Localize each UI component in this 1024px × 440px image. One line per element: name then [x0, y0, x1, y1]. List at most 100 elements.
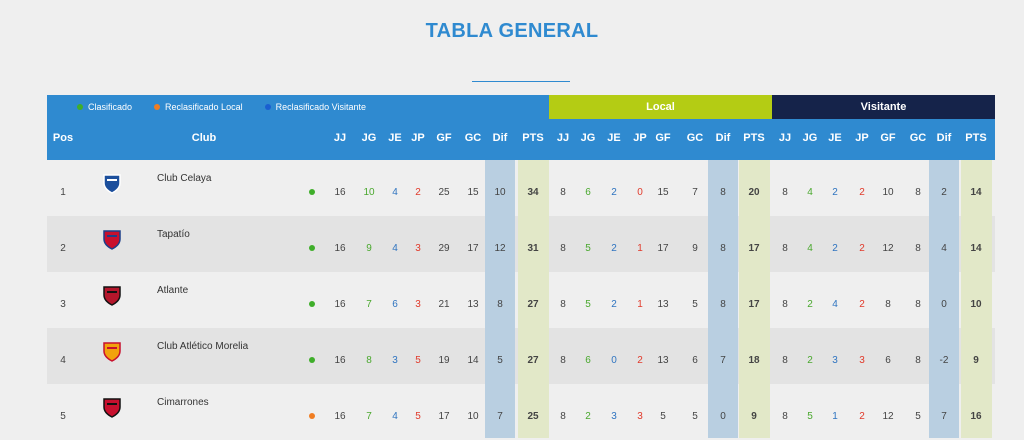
- cell-local-jp: 2: [637, 355, 643, 366]
- cell-local-jj: 8: [560, 411, 566, 422]
- cell-local-gf: 17: [657, 243, 669, 254]
- cell-total-jg: 10: [363, 187, 375, 198]
- club-name[interactable]: Atlante: [157, 285, 189, 296]
- header-jp: JP: [855, 132, 869, 144]
- cell-total-pts: 25: [527, 411, 539, 422]
- dif-column-shade: [929, 160, 959, 438]
- cell-total-jp: 5: [415, 411, 421, 422]
- cell-local-jp: 0: [637, 187, 643, 198]
- cell-total-je: 4: [392, 243, 398, 254]
- cell-local-dif: 8: [720, 187, 726, 198]
- cell-visit-gf: 10: [882, 187, 894, 198]
- cell-local-dif: 8: [720, 243, 726, 254]
- header-gf: GF: [880, 132, 896, 144]
- cell-local-jj: 8: [560, 187, 566, 198]
- cell-total-jg: 9: [366, 243, 372, 254]
- cell-visit-je: 4: [832, 299, 838, 310]
- cell-visit-je: 3: [832, 355, 838, 366]
- cell-visit-jj: 8: [782, 355, 788, 366]
- status-dot-icon: [309, 357, 315, 363]
- cell-local-je: 0: [611, 355, 617, 366]
- cell-total-dif: 7: [497, 411, 503, 422]
- status-dot-icon: [77, 104, 83, 110]
- cell-local-gf: 13: [657, 355, 669, 366]
- header-club: Club: [191, 132, 217, 144]
- header-gc: GC: [909, 132, 927, 144]
- club-name[interactable]: Tapatío: [157, 229, 190, 240]
- cell-total-dif: 5: [497, 355, 503, 366]
- cell-total-je: 6: [392, 299, 398, 310]
- cell-local-jp: 1: [637, 299, 643, 310]
- cell-total-jp: 2: [415, 187, 421, 198]
- club-name[interactable]: Club Atlético Morelia: [157, 341, 249, 352]
- cell-local-jj: 8: [560, 299, 566, 310]
- cell-visit-gc: 8: [915, 355, 921, 366]
- cell-total-jj: 16: [334, 243, 346, 254]
- cell-local-jg: 5: [585, 299, 591, 310]
- cell-visit-jp: 2: [859, 187, 865, 198]
- status-dot-icon: [309, 413, 315, 419]
- cell-total-dif: 8: [497, 299, 503, 310]
- cell-total-jp: 5: [415, 355, 421, 366]
- cell-visit-jg: 5: [807, 411, 813, 422]
- club-logo-icon: [103, 398, 121, 418]
- cell-total-gc: 14: [467, 355, 479, 366]
- club-name[interactable]: Cimarrones: [157, 397, 209, 408]
- cell-local-pts: 9: [751, 411, 757, 422]
- cell-local-jg: 6: [585, 355, 591, 366]
- cell-total-dif: 12: [494, 243, 506, 254]
- cell-visit-dif: 7: [941, 411, 947, 422]
- cell-local-pts: 20: [748, 187, 760, 198]
- cell-total-je: 4: [392, 187, 398, 198]
- club-logo-icon: [103, 230, 121, 250]
- status-dot-icon: [309, 189, 315, 195]
- cell-local-jg: 6: [585, 187, 591, 198]
- row-pos: 1: [60, 187, 66, 198]
- legend-label: Clasificado: [88, 102, 133, 112]
- cell-visit-jp: 2: [859, 299, 865, 310]
- cell-local-je: 3: [611, 411, 617, 422]
- page-title: TABLA GENERAL: [425, 20, 599, 42]
- cell-visit-jp: 2: [859, 243, 865, 254]
- legend-item: Reclasificado Visitante: [264, 102, 366, 112]
- cell-visit-pts: 9: [973, 355, 979, 366]
- cell-visit-jp: 2: [859, 411, 865, 422]
- legend-label: Reclasificado Visitante: [275, 102, 366, 112]
- cell-visit-jj: 8: [782, 187, 788, 198]
- cell-local-gf: 5: [660, 411, 666, 422]
- cell-visit-gf: 8: [885, 299, 891, 310]
- cell-visit-dif: -2: [939, 355, 949, 366]
- cell-total-je: 4: [392, 411, 398, 422]
- cell-total-jg: 8: [366, 355, 372, 366]
- cell-visit-jg: 2: [807, 355, 813, 366]
- club-logo-icon: [103, 342, 121, 362]
- header-gf: GF: [436, 132, 452, 144]
- pts-column-shade: [517, 160, 549, 438]
- row-pos: 5: [60, 411, 66, 422]
- cell-total-jj: 16: [334, 411, 346, 422]
- cell-visit-jj: 8: [782, 243, 788, 254]
- cell-local-gc: 5: [692, 411, 698, 422]
- header-jg: JG: [802, 132, 818, 144]
- header-gc: GC: [464, 132, 482, 144]
- dif-column-shade: [708, 160, 738, 438]
- cell-total-jj: 16: [334, 355, 346, 366]
- standings-table: Clasificado Reclasificado Local Reclasific…: [47, 95, 995, 440]
- cell-visit-jg: 2: [807, 299, 813, 310]
- legend-item: Clasificado: [77, 102, 132, 112]
- cell-local-jg: 2: [585, 411, 591, 422]
- cell-local-jj: 8: [560, 355, 566, 366]
- club-name[interactable]: Club Celaya: [157, 173, 212, 184]
- cell-total-jg: 7: [366, 299, 372, 310]
- cell-visit-jg: 4: [807, 243, 813, 254]
- header-dif: Dif: [936, 132, 952, 144]
- cell-visit-jg: 4: [807, 187, 813, 198]
- cell-local-jp: 1: [637, 243, 643, 254]
- cell-visit-pts: 10: [970, 299, 982, 310]
- cell-total-jp: 3: [415, 299, 421, 310]
- cell-visit-pts: 16: [970, 411, 982, 422]
- dif-column-shade: [485, 160, 515, 438]
- title-underline: [472, 81, 570, 82]
- cell-total-gc: 17: [467, 243, 479, 254]
- header-je: JE: [828, 132, 842, 144]
